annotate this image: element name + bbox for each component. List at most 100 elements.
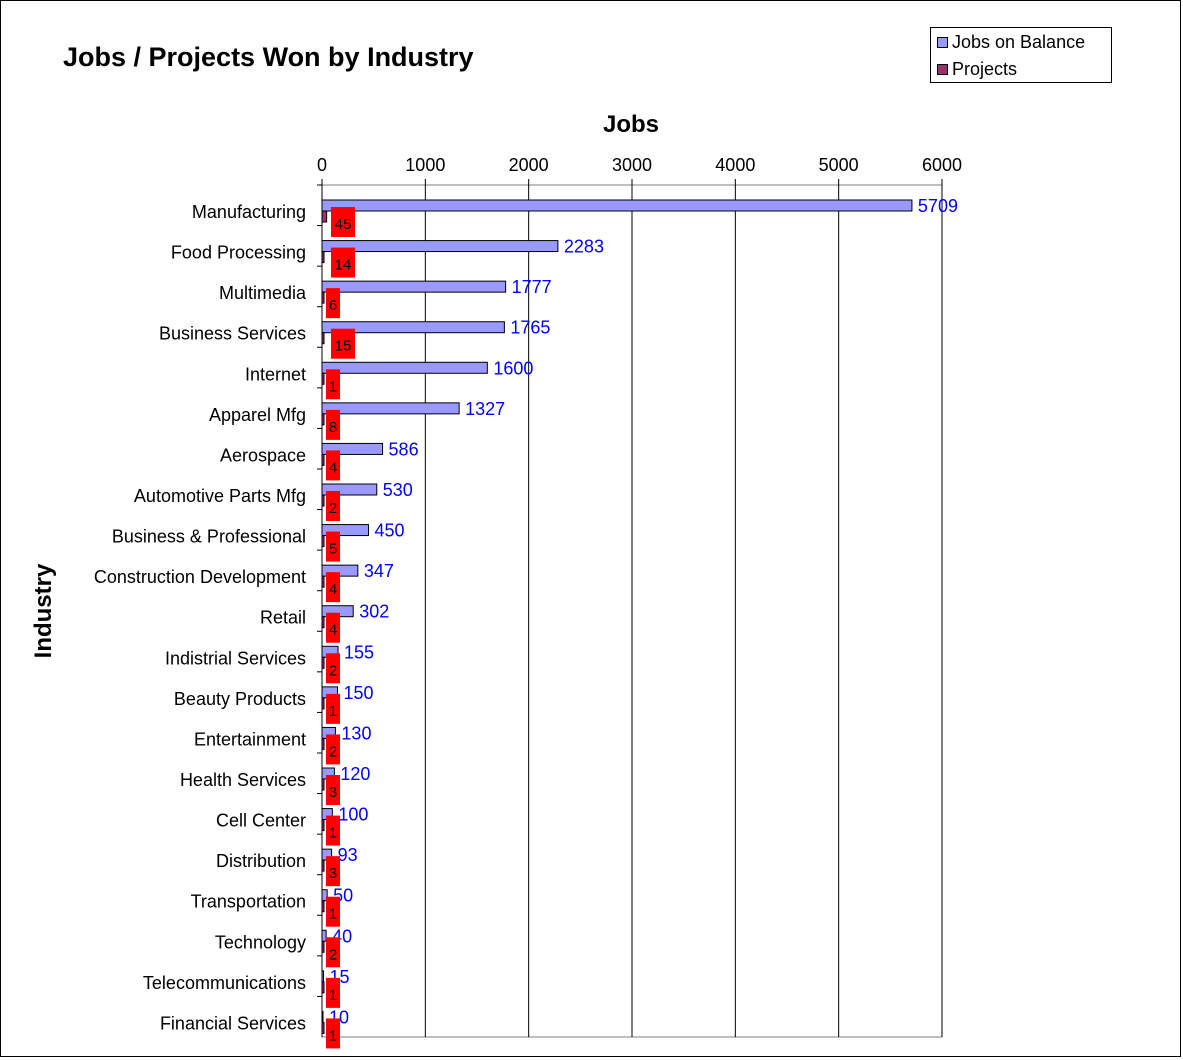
- data-label-jobs: 93: [338, 845, 358, 865]
- category-label: Aerospace: [220, 445, 306, 465]
- bar-projects: [321, 332, 325, 345]
- data-label-projects: 4: [329, 459, 337, 476]
- data-label-jobs: 1327: [465, 399, 505, 419]
- data-label-projects: 1: [329, 987, 337, 1004]
- category-label: Business & Professional: [112, 527, 306, 547]
- bar-projects: [321, 1021, 325, 1034]
- category-label: Food Processing: [171, 243, 306, 263]
- category-label: Internet: [245, 364, 306, 384]
- data-label-jobs: 302: [359, 602, 389, 622]
- bar-projects: [321, 859, 325, 872]
- data-label-jobs: 155: [344, 642, 374, 662]
- x-tick-label: 4000: [715, 155, 755, 175]
- legend-label-jobs: Jobs on Balance: [952, 31, 1086, 52]
- x-tick-label: 2000: [509, 155, 549, 175]
- bar-jobs: [321, 970, 325, 983]
- bar-jobs: [321, 524, 369, 537]
- category-label: Multimedia: [219, 283, 307, 303]
- data-label-jobs: 586: [389, 439, 419, 459]
- data-label-bg-projects: [326, 1018, 340, 1049]
- legend-item-jobs: Jobs on Balance: [937, 30, 1085, 54]
- legend-swatch-projects: [937, 63, 948, 75]
- data-label-bg-projects: [326, 491, 340, 521]
- data-label-jobs: 530: [383, 480, 413, 500]
- bar-projects: [321, 210, 328, 223]
- data-label-projects: 2: [329, 662, 337, 679]
- bar-jobs: [321, 240, 559, 253]
- data-label-bg-projects: [326, 612, 340, 643]
- chart-title: Jobs / Projects Won by Industry: [63, 42, 474, 72]
- data-label-bg-projects: [326, 288, 340, 319]
- data-label-projects: 6: [329, 297, 337, 314]
- bar-jobs: [321, 280, 507, 293]
- data-label-jobs: 1600: [493, 358, 533, 378]
- x-tick-label: 1000: [405, 155, 445, 175]
- x-tick-label: 0: [317, 155, 327, 175]
- data-label-bg-projects: [326, 734, 340, 765]
- data-label-bg-projects: [326, 977, 340, 1008]
- data-label-jobs: 150: [344, 683, 374, 703]
- bar-projects: [321, 778, 325, 791]
- data-label-bg-projects: [331, 247, 355, 278]
- data-label-bg-projects: [326, 369, 340, 400]
- data-label-projects: 3: [329, 784, 337, 801]
- data-label-jobs: 5709: [918, 196, 958, 216]
- category-label: Entertainment: [194, 729, 306, 749]
- data-label-bg-projects: [326, 409, 340, 440]
- data-label-jobs: 450: [375, 521, 405, 541]
- bar-jobs: [321, 402, 460, 415]
- category-label: Health Services: [180, 770, 306, 790]
- bar-projects: [321, 656, 325, 669]
- data-label-projects: 1: [329, 906, 337, 923]
- data-label-projects: 8: [329, 419, 337, 436]
- x-tick-label: 5000: [819, 155, 859, 175]
- x-axis-title: Jobs: [603, 111, 659, 138]
- legend: Jobs on Balance Projects: [930, 27, 1112, 83]
- bar-jobs: [321, 483, 378, 496]
- category-label: Technology: [215, 932, 306, 952]
- bar-projects: [321, 372, 325, 385]
- bar-projects: [321, 453, 325, 466]
- data-label-projects: 1: [329, 1027, 337, 1044]
- category-label: Manufacturing: [192, 202, 306, 222]
- bar-jobs: [321, 361, 488, 374]
- data-label-projects: 1: [329, 378, 337, 395]
- y-axis-title: Industry: [30, 563, 57, 658]
- category-label: Transportation: [191, 892, 306, 912]
- data-label-jobs: 120: [340, 764, 370, 784]
- category-label: Automotive Parts Mfg: [134, 486, 306, 506]
- category-label: Business Services: [159, 324, 306, 344]
- x-tick-label: 3000: [612, 155, 652, 175]
- data-label-bg-projects: [331, 207, 355, 237]
- data-label-bg-projects: [326, 896, 340, 927]
- legend-label-projects: Projects: [952, 58, 1018, 79]
- category-label: Retail: [260, 608, 306, 628]
- category-label: Beauty Products: [174, 689, 306, 709]
- bar-projects: [321, 737, 325, 750]
- category-label: Distribution: [216, 851, 306, 871]
- data-label-projects: 14: [335, 257, 352, 274]
- data-label-jobs: 347: [364, 561, 394, 581]
- data-label-bg-projects: [326, 693, 340, 724]
- category-label: Telecommunications: [143, 973, 306, 993]
- bar-projects: [321, 940, 325, 953]
- legend-item-projects: Projects: [937, 57, 1017, 81]
- data-label-projects: 15: [335, 338, 352, 355]
- data-label-bg-projects: [326, 856, 340, 887]
- bar-projects: [321, 819, 325, 832]
- data-label-jobs: 130: [341, 723, 371, 743]
- bar-projects: [321, 494, 325, 507]
- bar-projects: [321, 575, 325, 588]
- bar-jobs: [321, 1010, 324, 1023]
- bar-projects: [321, 900, 325, 913]
- data-label-bg-projects: [326, 531, 340, 562]
- data-label-projects: 2: [329, 946, 337, 963]
- data-label-projects: 3: [329, 865, 337, 882]
- category-label: Construction Development: [94, 567, 306, 587]
- data-label-bg-projects: [326, 653, 340, 684]
- bar-projects: [321, 291, 325, 304]
- bar-projects: [321, 535, 325, 548]
- data-label-projects: 2: [329, 743, 337, 760]
